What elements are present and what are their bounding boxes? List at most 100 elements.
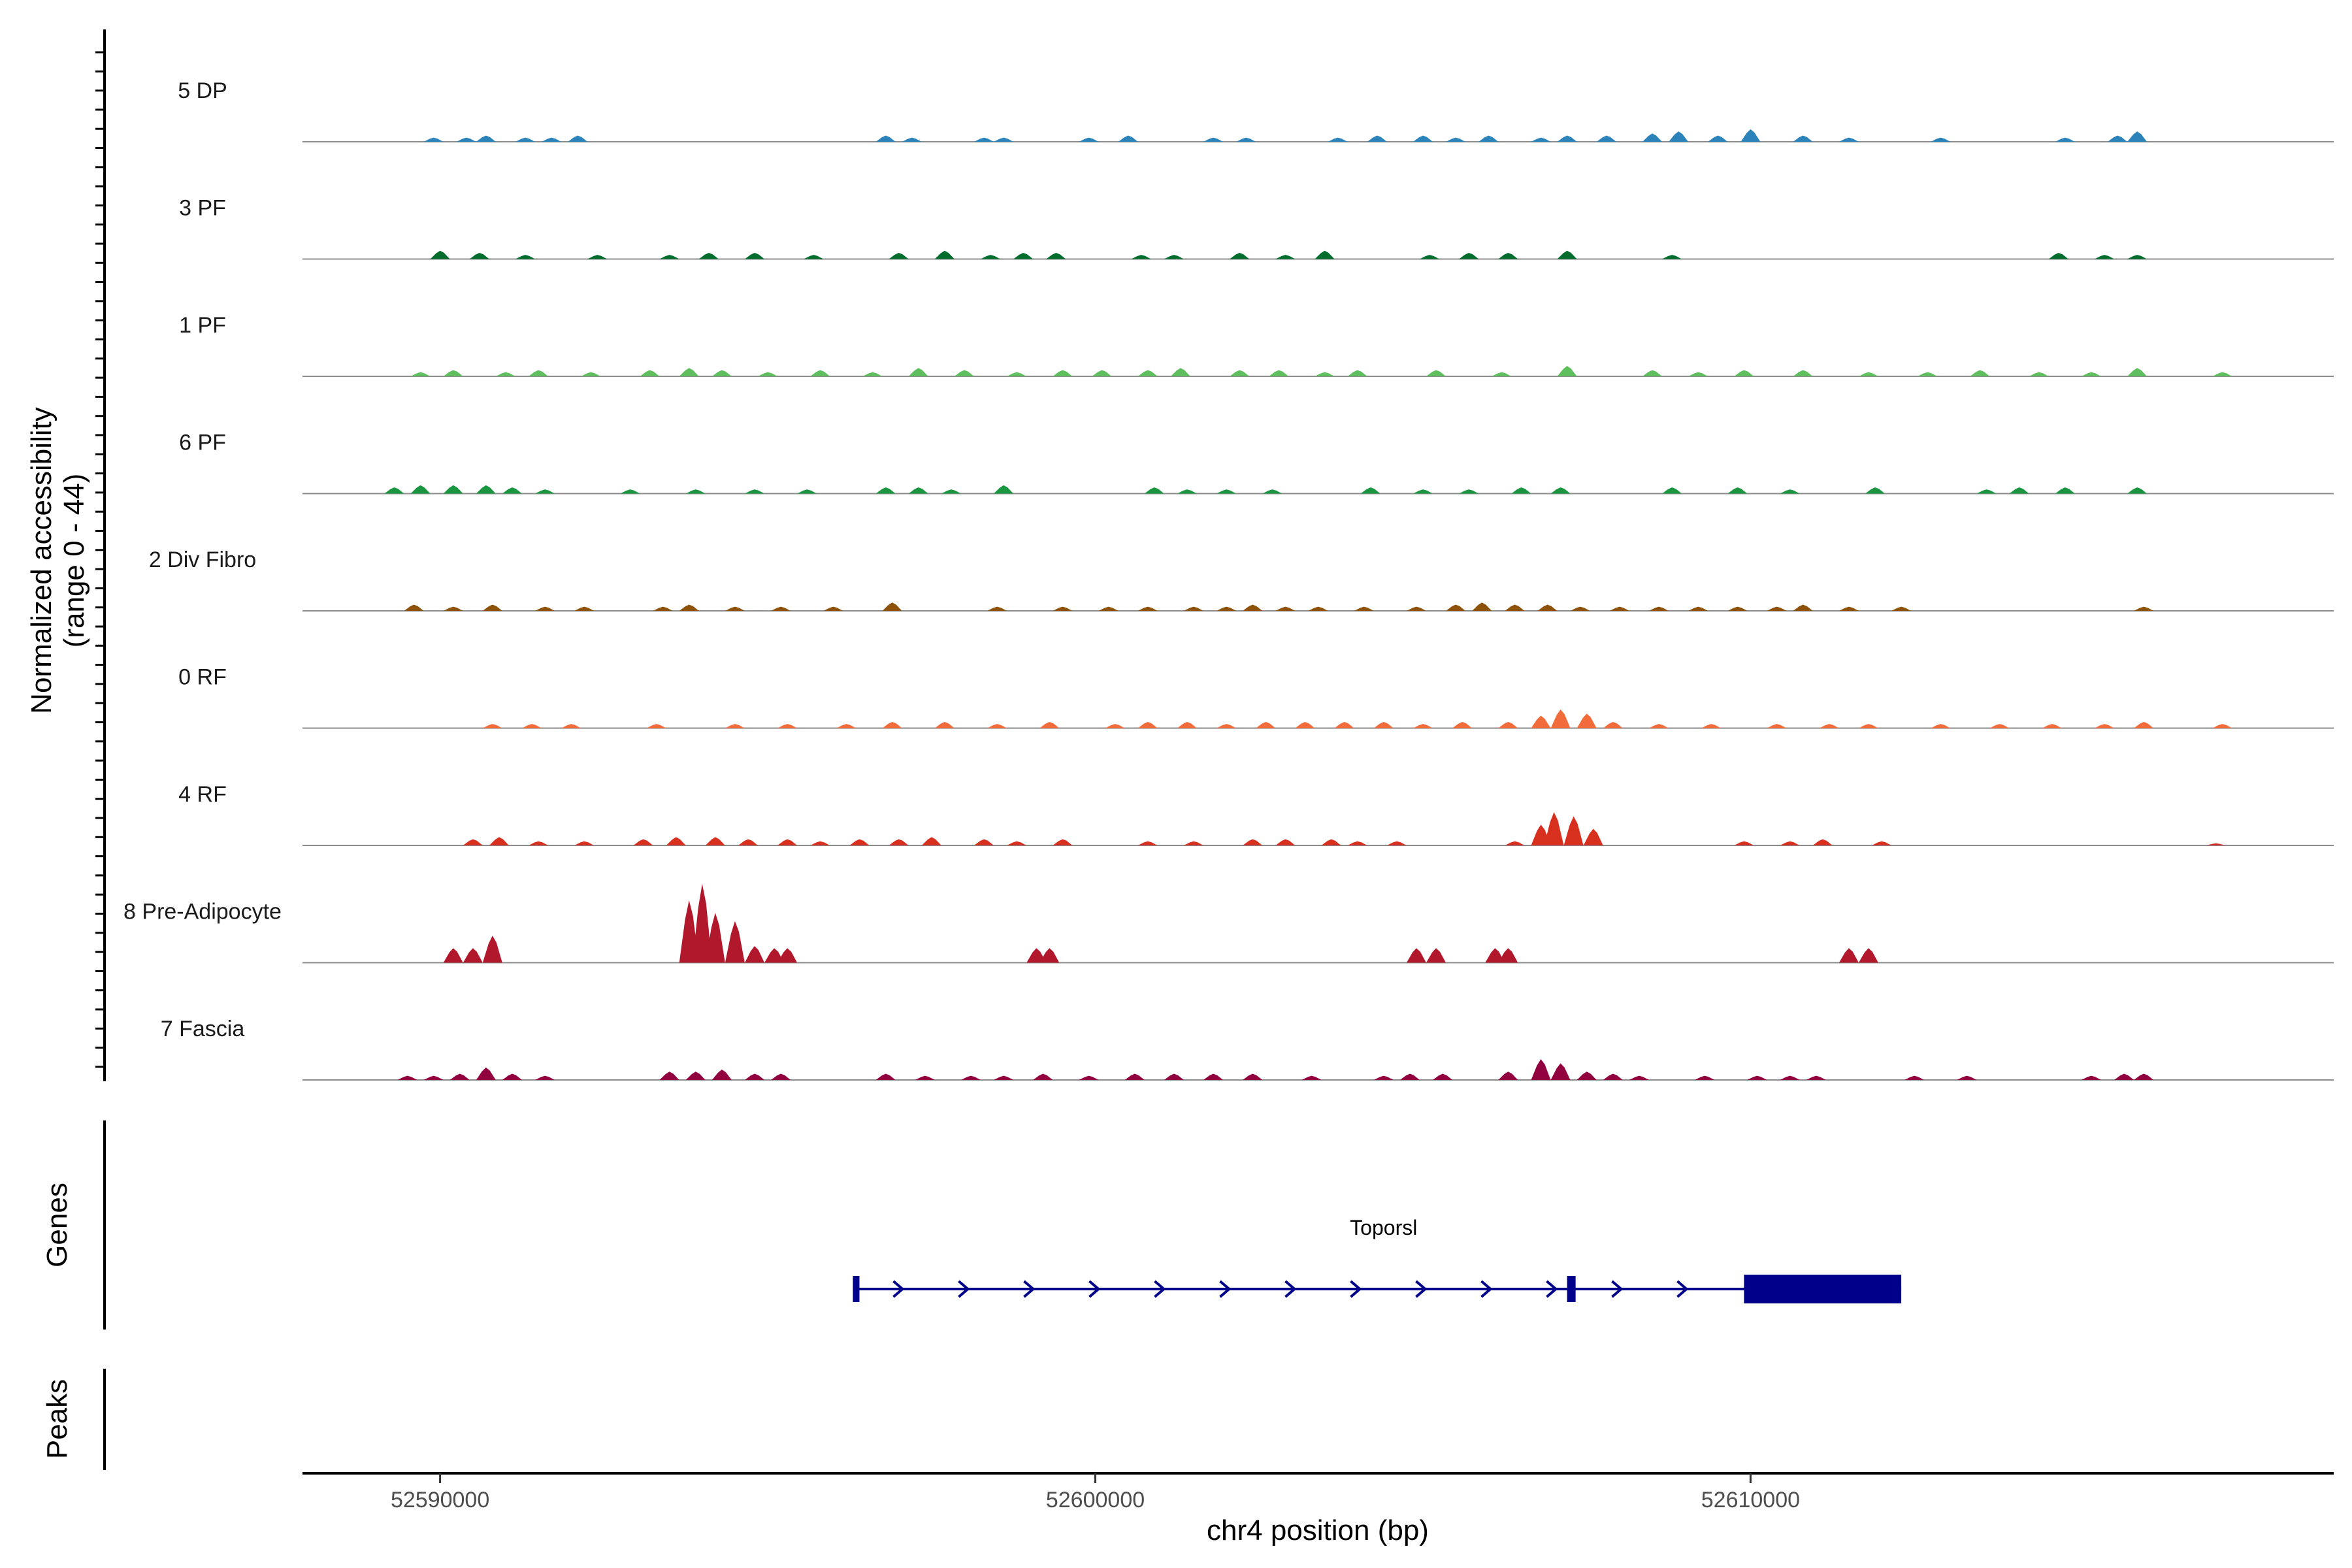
coverage-peak <box>1262 489 1282 494</box>
coverage-peak <box>502 487 522 494</box>
coverage-peak <box>1118 135 1138 142</box>
coverage-peak <box>725 724 745 728</box>
coverage-peak <box>1557 366 1577 376</box>
coverage-peak <box>2127 131 2148 142</box>
x-tick-label: 52600000 <box>1046 1488 1145 1512</box>
coverage-peak <box>1164 1073 1184 1080</box>
coverage-peak <box>1780 489 1800 494</box>
track-2-div-fibro: 2 Div Fibro <box>149 547 2334 612</box>
coverage-peak <box>443 948 463 963</box>
gene-exon <box>1744 1275 1902 1303</box>
coverage-peak <box>679 900 699 963</box>
coverage-peak <box>1904 1075 1925 1080</box>
coverage-peak <box>1328 137 1348 142</box>
coverage-peak <box>410 485 431 494</box>
x-axis-ticks: 52590000 52600000 52610000 <box>391 1473 1800 1512</box>
coverage-peak <box>2127 255 2148 259</box>
strand-arrow <box>1415 1280 1428 1298</box>
coverage-peak <box>1976 489 1997 494</box>
coverage-peak <box>529 370 548 376</box>
coverage-peak <box>1426 370 1446 376</box>
coverage-peak <box>1576 713 1597 728</box>
coverage-peak <box>1537 604 1558 611</box>
coverage-peak <box>1727 487 1748 494</box>
coverage-peak <box>875 135 896 142</box>
coverage-peak <box>1079 1075 1099 1080</box>
coverage-peak <box>745 1073 764 1080</box>
coverage-peak <box>666 837 686 845</box>
coverage-peak <box>423 1075 444 1080</box>
coverage-peak <box>1360 487 1380 494</box>
coverage-peak <box>692 883 712 963</box>
coverage-peak <box>1498 1071 1518 1080</box>
coverage-peak <box>1642 133 1662 142</box>
coverage-peak <box>1413 489 1433 494</box>
coverage-peak <box>1177 489 1197 494</box>
coverage-peak <box>1550 1063 1571 1080</box>
coverage-peak <box>1891 606 1912 611</box>
coverage-peak <box>1701 724 1722 728</box>
coverage-peak <box>987 606 1007 611</box>
strand-arrow <box>1611 1280 1624 1298</box>
coverage-peak <box>1033 1073 1053 1080</box>
coverage-peak <box>542 137 562 142</box>
coverage-peak <box>1039 722 1060 728</box>
coverage-peak <box>745 946 764 963</box>
coverage-peak <box>1347 370 1367 376</box>
coverage-peak <box>1688 372 1708 376</box>
coverage-peak <box>561 724 581 728</box>
coverage-peak <box>1505 604 1525 611</box>
coverage-peak <box>1243 1073 1263 1080</box>
track-label: 2 Div Fibro <box>149 547 256 572</box>
coverage-peak <box>908 487 928 494</box>
coverage-peak <box>463 839 483 845</box>
coverage-peak <box>1708 135 1728 142</box>
coverage-peak <box>2042 724 2062 728</box>
coverage-peak <box>659 255 679 259</box>
coverage-peak <box>463 948 483 963</box>
coverage-peak <box>476 1067 496 1080</box>
coverage-peak <box>2055 137 2075 142</box>
coverage-peak <box>1269 370 1289 376</box>
coverage-peak <box>1236 137 1256 142</box>
track-5-dp: 5 DP <box>178 78 2334 142</box>
coverage-peak <box>1301 1075 1322 1080</box>
strand-arrow <box>892 1280 905 1298</box>
coverage-peak <box>1531 715 1551 728</box>
coverage-peak <box>862 372 883 376</box>
coverage-peak <box>456 137 476 142</box>
coverage-peak <box>1734 370 1754 376</box>
track-label: 3 PF <box>179 196 226 221</box>
coverage-peak <box>430 250 450 259</box>
coverage-peak <box>771 606 791 611</box>
gene-annotation: Toporsl <box>853 1216 1902 1303</box>
coverage-peak <box>685 1071 706 1080</box>
coverage-peak <box>705 837 725 845</box>
coverage-peak <box>1838 137 1859 142</box>
coverage-peak <box>529 841 548 845</box>
coverage-peak <box>2127 487 2148 494</box>
coverage-peak <box>2134 606 2154 611</box>
coverage-peak <box>1446 604 1466 611</box>
coverage-peak <box>1550 487 1571 494</box>
strand-arrow <box>1154 1280 1166 1298</box>
coverage-peak <box>482 724 502 728</box>
coverage-peak <box>1137 370 1158 376</box>
coverage-peak <box>994 485 1014 494</box>
coverage-peak <box>1629 1075 1649 1080</box>
coverage-peak <box>875 487 896 494</box>
y-axis-title-line1: Normalized accessibility <box>25 407 57 713</box>
coverage-peak <box>1459 489 1479 494</box>
coverage-peak <box>1662 487 1682 494</box>
coverage-peak <box>1505 841 1525 845</box>
coverage-peak <box>1872 841 1891 845</box>
coverage-peak <box>1649 724 1669 728</box>
coverage-peak <box>2134 1073 2154 1080</box>
coverage-peak <box>1373 1075 1394 1080</box>
coverage-peak <box>1838 606 1859 611</box>
coverage-peak <box>1596 135 1616 142</box>
coverage-peak <box>2048 253 2068 259</box>
track-label: 4 RF <box>178 782 227 807</box>
coverage-peak <box>849 839 870 845</box>
coverage-peak <box>1812 839 1833 845</box>
